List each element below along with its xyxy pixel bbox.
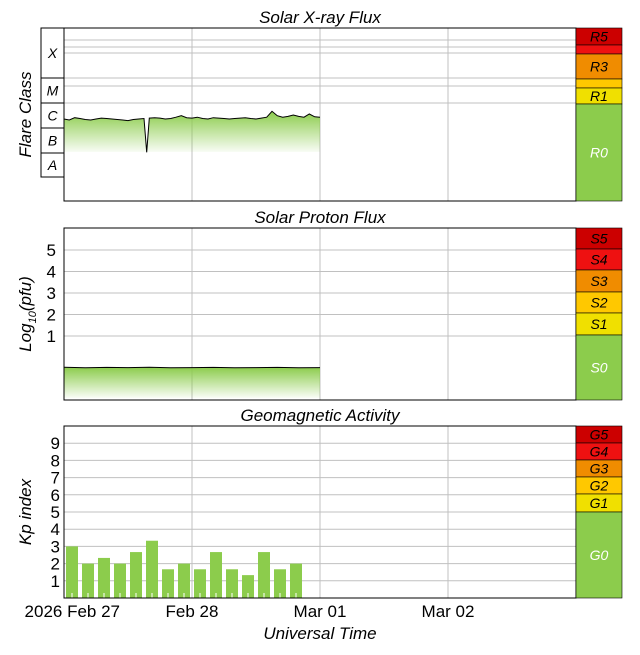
proton-flux-area [64,367,320,398]
kp-ylabel: Kp index [16,478,35,545]
proton-scale-label-s4: S4 [590,252,607,268]
flare-class-label-b: B [48,133,57,149]
kp-bar [98,557,110,598]
xray-scale-label-r0: R0 [590,145,608,161]
kp-ytick-5: 5 [51,503,60,522]
proton-ytick-2: 2 [47,306,56,325]
kp-bar [274,569,286,598]
proton-scale-label-s2: S2 [590,295,607,311]
kp-ytick-1: 1 [51,572,60,591]
kp-scale-label-g0: G0 [590,547,609,563]
proton-ytick-3: 3 [47,284,56,303]
kp-ytick-8: 8 [51,451,60,470]
kp-ytick-4: 4 [51,520,60,539]
flare-class-label-m: M [47,83,59,99]
kp-bar [194,569,206,598]
flare-class-label-x: X [47,45,58,61]
proton-scale-band [575,334,623,401]
kp-bar [114,563,126,598]
kp-scale-label-g2: G2 [590,478,609,494]
kp-bar [242,575,254,598]
kp-ytick-6: 6 [51,486,60,505]
time-tick-3: Mar 02 [422,602,475,621]
proton-ytick-5: 5 [47,241,56,260]
xray-scale-label-r5: R5 [590,29,608,45]
kp-scale-label-g3: G3 [590,461,609,477]
kp-bar [258,552,270,598]
kp-bar [290,563,302,598]
proton-scale-label-s1: S1 [590,316,607,332]
proton-flux-line [63,366,321,369]
time-tick-2: Mar 01 [294,602,347,621]
xray-scale-band [575,44,623,55]
proton-ylabel: Log10(pfu) [16,276,39,352]
kp-bar [210,552,222,598]
xray-scale-label-r3: R3 [590,59,608,75]
kp-bar [66,546,78,598]
xray-flux-area [64,111,320,153]
kp-bar [162,569,174,598]
kp-bar [130,552,142,598]
proton-scale-label-s0: S0 [590,360,607,376]
xray-scale-label-r1: R1 [590,88,608,104]
kp-scale-label-g5: G5 [590,427,609,443]
xray-flux-line [63,110,321,153]
proton-scale-label-s5: S5 [590,231,607,247]
kp-scale-label-g1: G1 [590,495,609,511]
time-tick-0: 2026 Feb 27 [25,602,120,621]
xray-scale-band [575,78,623,89]
xray-title: Solar X-ray Flux [259,8,381,27]
xray-scale-band [575,53,623,80]
kp-scale-band [575,511,623,599]
kp-title: Geomagnetic Activity [240,406,401,425]
proton-title: Solar Proton Flux [254,208,386,227]
kp-bar [226,569,238,598]
kp-bar [82,563,94,598]
kp-bar [146,540,158,598]
kp-ytick-3: 3 [51,537,60,556]
proton-scale-label-s3: S3 [590,273,607,289]
flare-class-label-a: A [47,157,57,173]
proton-ytick-1: 1 [47,327,56,346]
time-axis-label: Universal Time [263,624,376,643]
kp-ytick-2: 2 [51,555,60,574]
flare-class-label-c: C [47,108,58,124]
kp-scale-label-g4: G4 [590,444,609,460]
kp-bar [178,563,190,598]
xray-scale-band [575,103,623,202]
xray-ylabel: Flare Class [16,71,35,157]
proton-ytick-4: 4 [47,263,56,282]
kp-ytick-7: 7 [51,469,60,488]
kp-ytick-9: 9 [51,434,60,453]
time-tick-1: Feb 28 [166,602,219,621]
